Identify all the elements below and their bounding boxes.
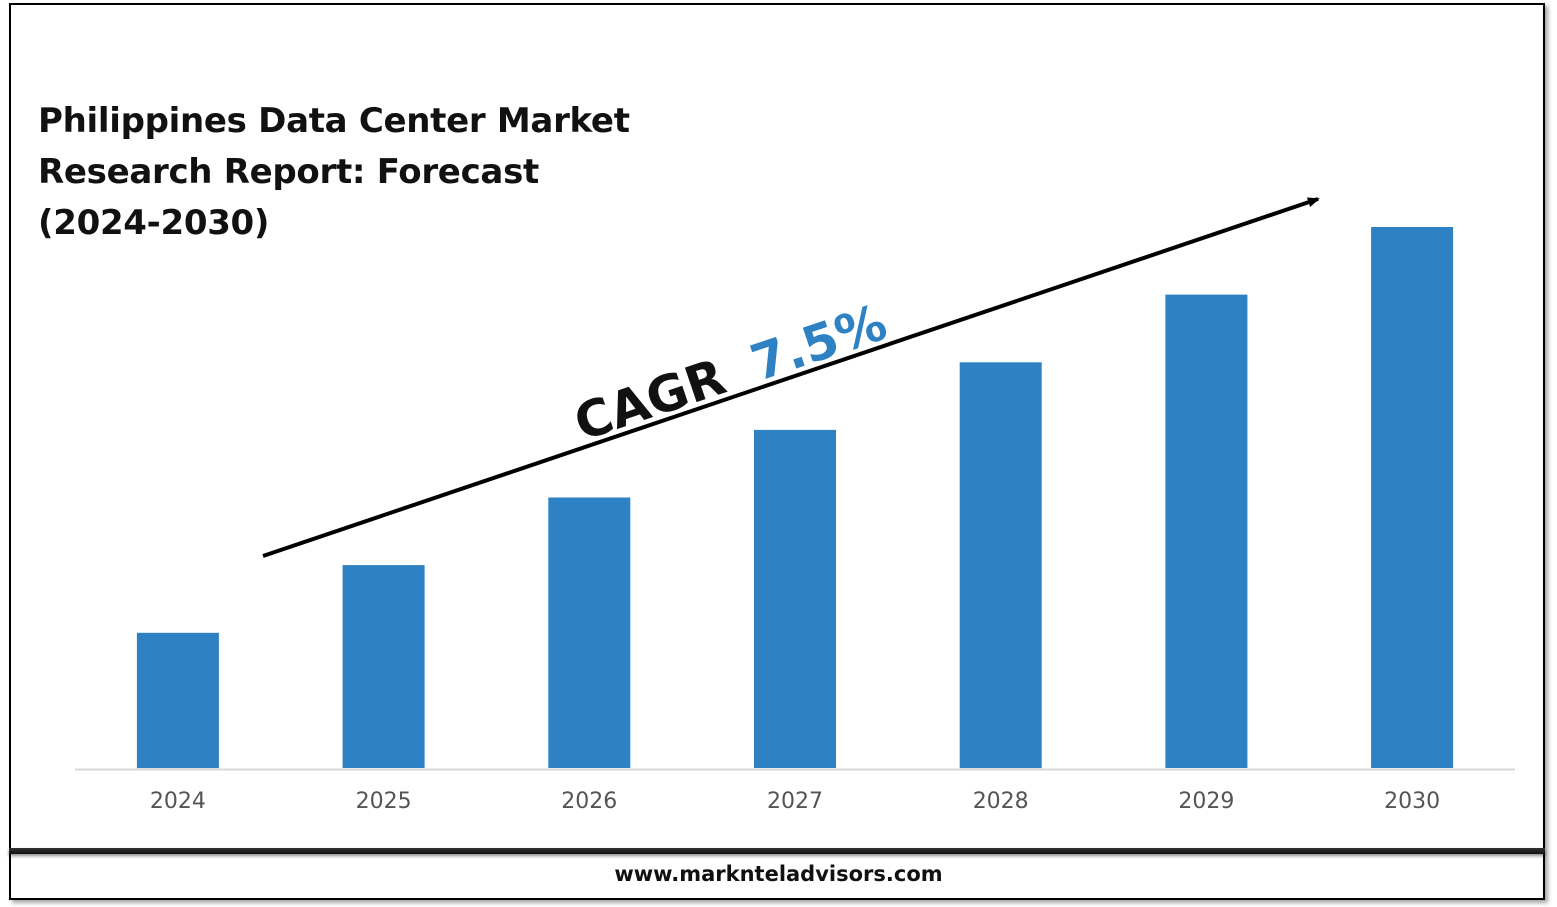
x-tick-label-2026: 2026: [561, 789, 617, 814]
bar-2028: [959, 362, 1042, 769]
chart-title-line-2: Research Report: Forecast: [38, 152, 539, 192]
x-tick-label-2024: 2024: [150, 789, 206, 814]
x-tick-label-2028: 2028: [973, 789, 1029, 814]
bar-2026: [548, 497, 631, 768]
chart-title: Philippines Data Center Market Research …: [38, 96, 698, 249]
chart-title-line-3: (2024-2030): [38, 203, 270, 243]
x-tick-label-2030: 2030: [1384, 789, 1440, 814]
x-tick-label-2025: 2025: [356, 789, 412, 814]
chart-title-line-1: Philippines Data Center Market: [38, 101, 630, 141]
bar-2024: [136, 632, 219, 769]
footer-divider: [9, 848, 1545, 854]
bars-group: [136, 227, 1454, 769]
bar-2030: [1371, 227, 1454, 768]
trend-arrow: [262, 197, 1320, 558]
bar-2027: [754, 429, 836, 768]
bar-2025: [342, 565, 425, 768]
bar-2029: [1165, 294, 1248, 768]
cagr-value: 7.5%: [744, 293, 894, 392]
cagr-annotation: CAGR 7.5%: [567, 293, 893, 452]
cagr-label: CAGR: [567, 348, 732, 453]
x-tick-label-2029: 2029: [1178, 789, 1234, 814]
x-tick-labels: 2024 2025 2026 2027 2028 2029 2030: [150, 789, 1440, 814]
x-tick-label-2027: 2027: [767, 789, 823, 814]
footer-url: www.marknteladvisors.com: [614, 862, 943, 886]
